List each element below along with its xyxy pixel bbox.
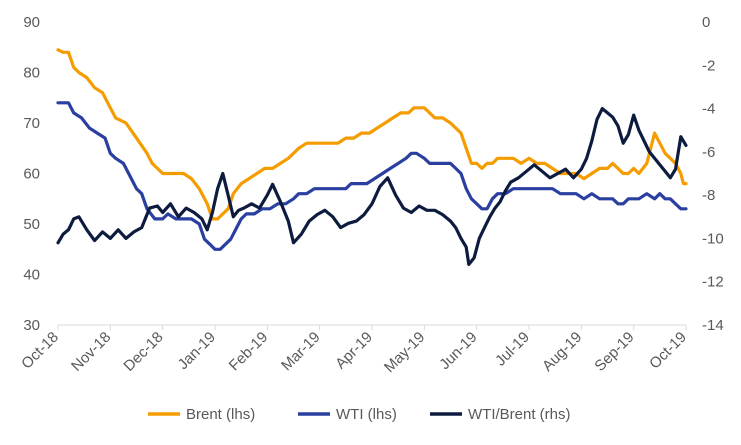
series-line-1	[56, 101, 688, 251]
x-tick-label: Mar-19	[278, 329, 324, 375]
legend: Brent (lhs) WTI (lhs) WTI/Brent (rhs)	[148, 406, 571, 423]
legend-label: WTI/Brent (rhs)	[468, 406, 571, 423]
x-tick-label: Jun-19	[436, 329, 480, 373]
x-tick-label: Oct-19	[646, 329, 690, 373]
x-tick-label: Oct-18	[18, 329, 62, 373]
x-tick-label: Aug-19	[539, 329, 585, 375]
right-y-tick-label: -2	[702, 57, 715, 74]
left-y-tick-label: 60	[23, 166, 40, 183]
right-y-tick-label: -12	[702, 274, 724, 291]
x-tick-label: Jul-19	[492, 329, 533, 370]
legend-label: WTI (lhs)	[336, 406, 397, 423]
left-y-tick-label: 30	[23, 317, 40, 334]
x-tick-label: Sep-19	[591, 329, 637, 375]
series-line-0	[56, 48, 688, 221]
x-tick-label: Nov-18	[68, 329, 114, 375]
right-y-axis: -14 -12 -10 -8 -6 -4 -2 0	[702, 14, 724, 334]
left-y-axis: 30 40 50 60 70 80 90	[23, 14, 40, 334]
legend-label: Brent (lhs)	[186, 406, 255, 423]
x-tick-label: Jan-19	[175, 329, 219, 373]
left-y-tick-label: 90	[23, 14, 40, 31]
x-tick-label: May-19	[381, 329, 428, 376]
right-y-tick-label: -10	[702, 230, 724, 247]
x-tick-label: Apr-19	[332, 329, 376, 373]
right-y-tick-label: -8	[702, 187, 715, 204]
x-tick-label: Dec-18	[120, 329, 166, 375]
right-y-tick-label: -6	[702, 144, 715, 161]
series-line-2	[56, 107, 688, 266]
x-tick-label: Feb-19	[226, 329, 272, 375]
left-y-tick-label: 80	[23, 65, 40, 82]
right-y-tick-label: 0	[702, 14, 710, 31]
right-y-tick-label: -14	[702, 317, 724, 334]
left-y-tick-label: 50	[23, 216, 40, 233]
right-y-tick-label: -4	[702, 101, 715, 118]
left-y-tick-label: 40	[23, 267, 40, 284]
x-axis: Oct-18 Nov-18 Dec-18 Jan-19 Feb-19 Mar-19 Apr-…	[18, 325, 690, 376]
series-group	[56, 48, 688, 266]
left-y-tick-label: 70	[23, 115, 40, 132]
